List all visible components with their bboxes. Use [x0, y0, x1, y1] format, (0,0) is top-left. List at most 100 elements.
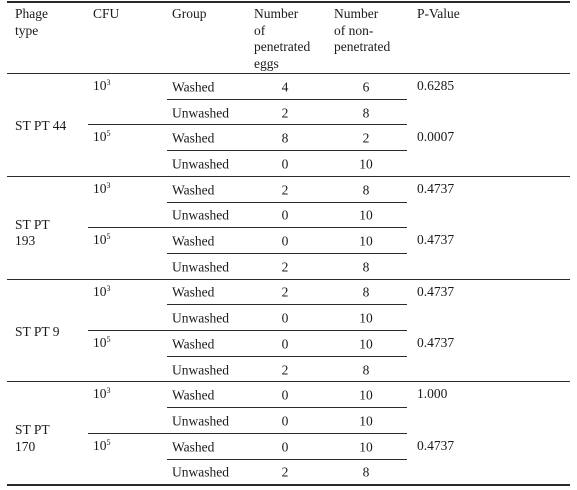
non-penetrated-count: 10: [359, 413, 373, 429]
p-value: 0.6285: [417, 78, 455, 93]
dose-rule: [88, 124, 407, 126]
phage-type-label: 170: [15, 438, 36, 454]
cfu-value: 103: [93, 78, 111, 93]
non-penetrated-count: 10: [359, 439, 373, 455]
penetrated-count: 2: [281, 362, 289, 378]
header-penetrated: penetrated: [254, 39, 311, 54]
cfu-base: 10: [93, 386, 107, 402]
cfu-base: 10: [93, 180, 107, 196]
group-cell: Unwashed: [172, 413, 229, 429]
p-value: 0.4737: [417, 335, 455, 350]
cfu-base: 10: [93, 232, 107, 248]
cfu-value: 103: [93, 284, 111, 299]
cfu-exponent: 3: [106, 386, 111, 396]
penetrated-count: 2: [281, 284, 289, 300]
cfu-exponent: 3: [106, 283, 111, 293]
group-cell: Washed: [172, 439, 215, 455]
group-cell: Unwashed: [172, 105, 229, 121]
cfu-exponent: 5: [106, 335, 111, 344]
phage-type-label: 193: [15, 233, 36, 249]
non-penetrated-count: 8: [362, 259, 370, 275]
non-penetrated-count: 8: [362, 105, 370, 121]
penetrated-count: 0: [281, 413, 289, 429]
block-rule: [7, 278, 570, 280]
header-cfu: CFU: [93, 6, 120, 21]
penetrated-count: 2: [281, 259, 289, 275]
penetrated-count: 0: [281, 336, 289, 352]
cfu-exponent: 5: [106, 232, 111, 242]
row-rule: [167, 201, 407, 203]
group-cell: Unwashed: [172, 464, 229, 480]
header-penetrated: of: [254, 22, 266, 38]
cfu-value: 105: [93, 335, 111, 350]
cfu-value: 105: [93, 232, 111, 247]
row-rule: [167, 150, 407, 152]
group-cell: Washed: [172, 336, 215, 352]
penetrated-count: 0: [281, 156, 289, 172]
header-penetrated: eggs: [254, 55, 279, 71]
p-value: 0.4737: [417, 283, 455, 299]
cfu-value: 105: [93, 438, 111, 453]
penetrated-count: 0: [281, 387, 289, 403]
block-rule: [7, 484, 570, 486]
cfu-exponent: 3: [106, 78, 111, 87]
header-rule: [7, 73, 570, 74]
group-cell: Washed: [172, 182, 215, 198]
group-cell: Washed: [172, 130, 215, 146]
row-rule: [167, 458, 407, 460]
group-cell: Washed: [172, 387, 215, 403]
penetrated-count: 2: [281, 182, 289, 198]
dose-rule: [88, 330, 407, 331]
p-value: 0.4737: [417, 232, 455, 248]
group-cell: Unwashed: [172, 156, 229, 172]
cfu-base: 10: [93, 283, 107, 299]
row-rule: [167, 252, 407, 254]
cfu-exponent: 5: [106, 129, 111, 139]
header-non-penetrated: penetrated: [334, 39, 391, 54]
cfu-exponent: 5: [106, 437, 111, 447]
dose-rule: [88, 432, 407, 434]
phage-type-label: ST PT: [15, 216, 50, 232]
group-cell: Unwashed: [172, 207, 229, 223]
penetrated-count: 0: [281, 439, 289, 455]
penetrated-count: 2: [281, 464, 289, 480]
penetrated-count: 0: [281, 310, 289, 326]
p-value: 0.4737: [417, 180, 455, 196]
non-penetrated-count: 8: [362, 362, 370, 378]
penetrated-count: 4: [281, 79, 289, 95]
cfu-value: 103: [93, 181, 111, 196]
cfu-base: 10: [93, 129, 107, 145]
group-cell: Washed: [172, 79, 215, 95]
header-group: Group: [172, 6, 207, 21]
header-non-penetrated: of non-: [334, 22, 374, 38]
phage-type-label: ST PT: [15, 422, 50, 438]
group-cell: Unwashed: [172, 310, 229, 326]
non-penetrated-count: 2: [362, 130, 370, 146]
non-penetrated-count: 10: [359, 387, 373, 403]
penetrated-count: 0: [281, 233, 289, 249]
penetrated-count: 8: [281, 130, 289, 146]
non-penetrated-count: 8: [362, 464, 370, 480]
block-rule: [7, 175, 570, 177]
cfu-base: 10: [93, 78, 107, 93]
group-cell: Washed: [172, 284, 215, 300]
non-penetrated-count: 10: [359, 336, 373, 352]
non-penetrated-count: 10: [359, 233, 373, 249]
phage-type-label: ST PT 44: [15, 118, 67, 134]
group-cell: Washed: [172, 233, 215, 249]
p-value: 1.000: [417, 386, 448, 402]
header-p-value: P-Value: [417, 6, 460, 21]
non-penetrated-count: 8: [362, 182, 370, 198]
row-rule: [167, 98, 407, 100]
row-rule: [167, 407, 407, 409]
header-non-penetrated: Number: [334, 6, 379, 21]
cfu-exponent: 3: [106, 180, 111, 190]
non-penetrated-count: 8: [362, 284, 370, 300]
cfu-base: 10: [93, 437, 107, 453]
cfu-base: 10: [93, 335, 107, 350]
non-penetrated-count: 10: [359, 207, 373, 223]
dose-rule: [88, 227, 407, 229]
row-rule: [167, 355, 407, 357]
header-phage-type: type: [15, 22, 39, 38]
header-penetrated: Number: [254, 6, 299, 21]
